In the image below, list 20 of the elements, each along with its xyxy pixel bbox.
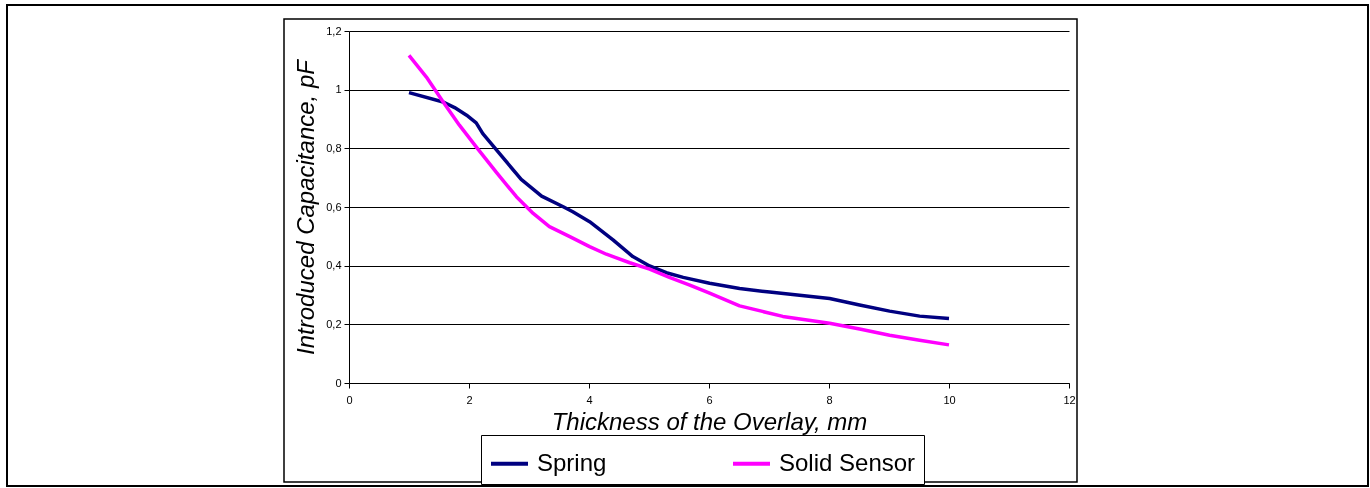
x-tick-label: 2 xyxy=(466,393,473,406)
y-tick-label: 1 xyxy=(335,83,342,96)
x-tick-label: 10 xyxy=(943,393,956,406)
legend-label: Spring xyxy=(537,448,607,476)
y-axis-title: Introduced Capacitance, pF xyxy=(291,58,319,355)
x-axis-title: Thickness of the Overlay, mm xyxy=(551,407,868,435)
x-tick-label: 12 xyxy=(1063,393,1076,406)
x-tick-label: 0 xyxy=(346,393,353,406)
x-tick-label: 4 xyxy=(586,393,593,406)
y-tick-label: 0,2 xyxy=(326,317,342,330)
x-tick-label: 8 xyxy=(826,393,833,406)
line-series xyxy=(407,53,951,347)
y-tick-label: 1,2 xyxy=(326,24,342,37)
y-tick-label: 0 xyxy=(335,376,342,389)
y-tick-label: 0,6 xyxy=(326,200,342,213)
y-tick-label: 0,4 xyxy=(326,259,342,272)
line-series xyxy=(407,90,951,321)
x-tick-label: 6 xyxy=(706,393,713,406)
legend-label: Solid Sensor xyxy=(779,448,916,476)
y-tick-label: 0,8 xyxy=(326,141,342,154)
